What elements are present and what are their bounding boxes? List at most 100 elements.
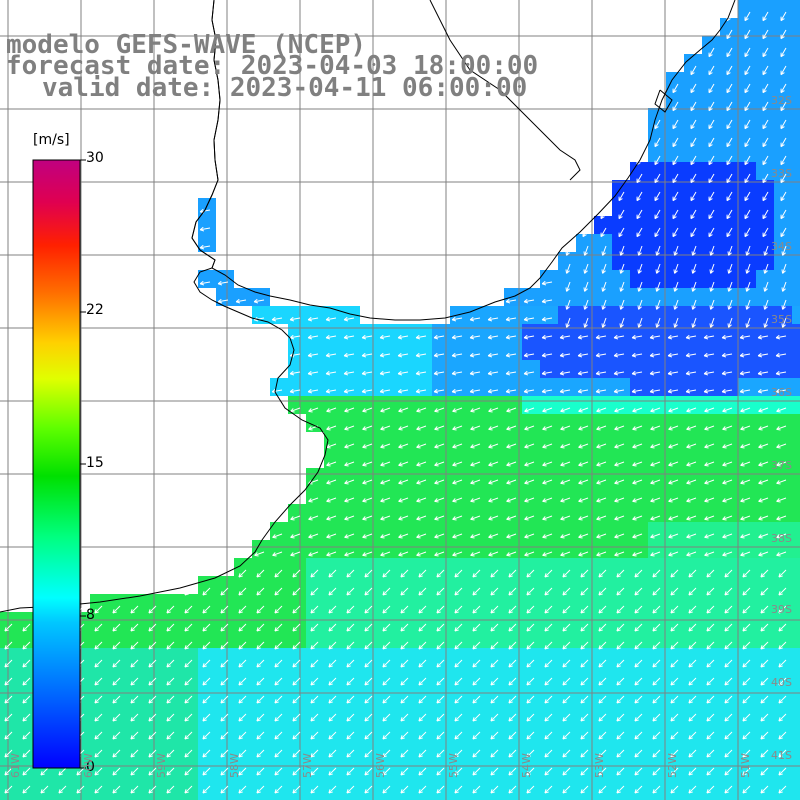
field-cell: [522, 324, 540, 342]
arrow-head: [523, 370, 528, 375]
arrow-shaft: [762, 155, 769, 165]
arrow-head: [722, 480, 726, 484]
arrow-shaft: [524, 353, 535, 357]
field-cell: [414, 630, 432, 648]
arrow-head: [488, 410, 493, 413]
arrow-head: [542, 426, 546, 430]
arrow-icon: [744, 65, 751, 76]
arrow-icon: [649, 352, 661, 358]
arrow-head: [690, 90, 695, 94]
field-cell: [738, 378, 756, 396]
field-cell: [504, 594, 522, 612]
field-cell: [666, 306, 684, 324]
arrow-head: [583, 251, 586, 256]
arrow-icon: [542, 443, 553, 449]
field-cell: [126, 630, 144, 648]
field-cell: [18, 612, 36, 630]
arrow-shaft: [506, 371, 517, 375]
arrow-icon: [614, 443, 625, 449]
arrow-head: [560, 464, 565, 467]
field-cell: [198, 630, 216, 648]
arrow-head: [361, 334, 366, 339]
field-cell: [630, 630, 648, 648]
arrow-icon: [434, 443, 445, 449]
arrow-shaft: [362, 443, 373, 448]
arrow-shaft: [602, 317, 607, 328]
arrow-icon: [613, 388, 625, 394]
arrow-icon: [726, 191, 733, 202]
field-cell: [486, 666, 504, 684]
arrow-icon: [757, 352, 769, 358]
field-cell: [792, 306, 800, 324]
field-cell: [684, 72, 702, 90]
arrow-shaft: [218, 299, 229, 303]
field-cell: [792, 324, 800, 342]
arrow-head: [560, 428, 565, 431]
arrow-head: [632, 518, 637, 521]
arrow-head: [577, 388, 582, 393]
arrow-head: [691, 323, 694, 328]
arrow-head: [595, 334, 600, 339]
arrow-icon: [704, 407, 715, 413]
field-cell: [720, 360, 738, 378]
arrow-head: [672, 90, 677, 94]
arrow-head: [780, 72, 785, 76]
field-cell: [612, 702, 630, 720]
arrow-icon: [637, 299, 643, 310]
field-cell: [702, 648, 720, 666]
arrow-head: [722, 536, 727, 539]
arrow-head: [505, 391, 511, 394]
field-cell: [774, 180, 792, 198]
field-cell: [612, 378, 630, 396]
arrow-shaft: [506, 479, 517, 484]
field-cell: [468, 630, 486, 648]
field-cell: [756, 108, 774, 126]
arrow-head: [506, 428, 511, 431]
field-cell: [774, 36, 792, 54]
arrow-head: [638, 252, 642, 256]
arrow-head: [780, 36, 785, 40]
arrow-icon: [709, 245, 715, 256]
arrow-head: [398, 444, 402, 448]
field-cell: [252, 612, 270, 630]
arrow-head: [451, 352, 456, 357]
arrow-shaft: [344, 461, 355, 466]
field-cell: [666, 576, 684, 594]
arrow-icon: [380, 479, 391, 485]
field-cell: [648, 738, 666, 756]
field-cell: [720, 756, 738, 774]
field-cell: [144, 738, 162, 756]
field-cell: [396, 720, 414, 738]
arrow-head: [726, 108, 731, 112]
arrow-head: [434, 464, 439, 467]
arrow-shaft: [488, 461, 499, 466]
arrow-head: [523, 352, 528, 357]
arrow-head: [690, 144, 695, 148]
arrow-shaft: [722, 407, 733, 412]
arrow-head: [398, 536, 403, 539]
arrow-head: [452, 426, 456, 430]
arrow-head: [781, 251, 784, 256]
arrow-shaft: [380, 407, 391, 412]
field-cell: [666, 270, 684, 288]
arrow-head: [487, 319, 493, 322]
arrow-shaft: [614, 335, 625, 339]
arrow-head: [776, 428, 781, 431]
arrow-icon: [325, 352, 337, 358]
arrow-shaft: [782, 317, 787, 328]
arrow-shaft: [236, 299, 247, 303]
arrow-head: [744, 90, 749, 94]
arrow-icon: [691, 281, 697, 292]
arrow-shaft: [780, 191, 787, 201]
arrow-icon: [451, 388, 463, 394]
wind-vectors: [4, 11, 787, 794]
field-cell: [144, 792, 162, 800]
arrow-icon: [722, 443, 733, 449]
field-cell: [756, 180, 774, 198]
arrow-head: [289, 373, 295, 376]
arrow-icon: [505, 388, 517, 394]
arrow-shaft: [686, 389, 697, 393]
arrow-shaft: [728, 317, 733, 328]
field-cell: [288, 648, 306, 666]
arrow-head: [505, 352, 510, 357]
